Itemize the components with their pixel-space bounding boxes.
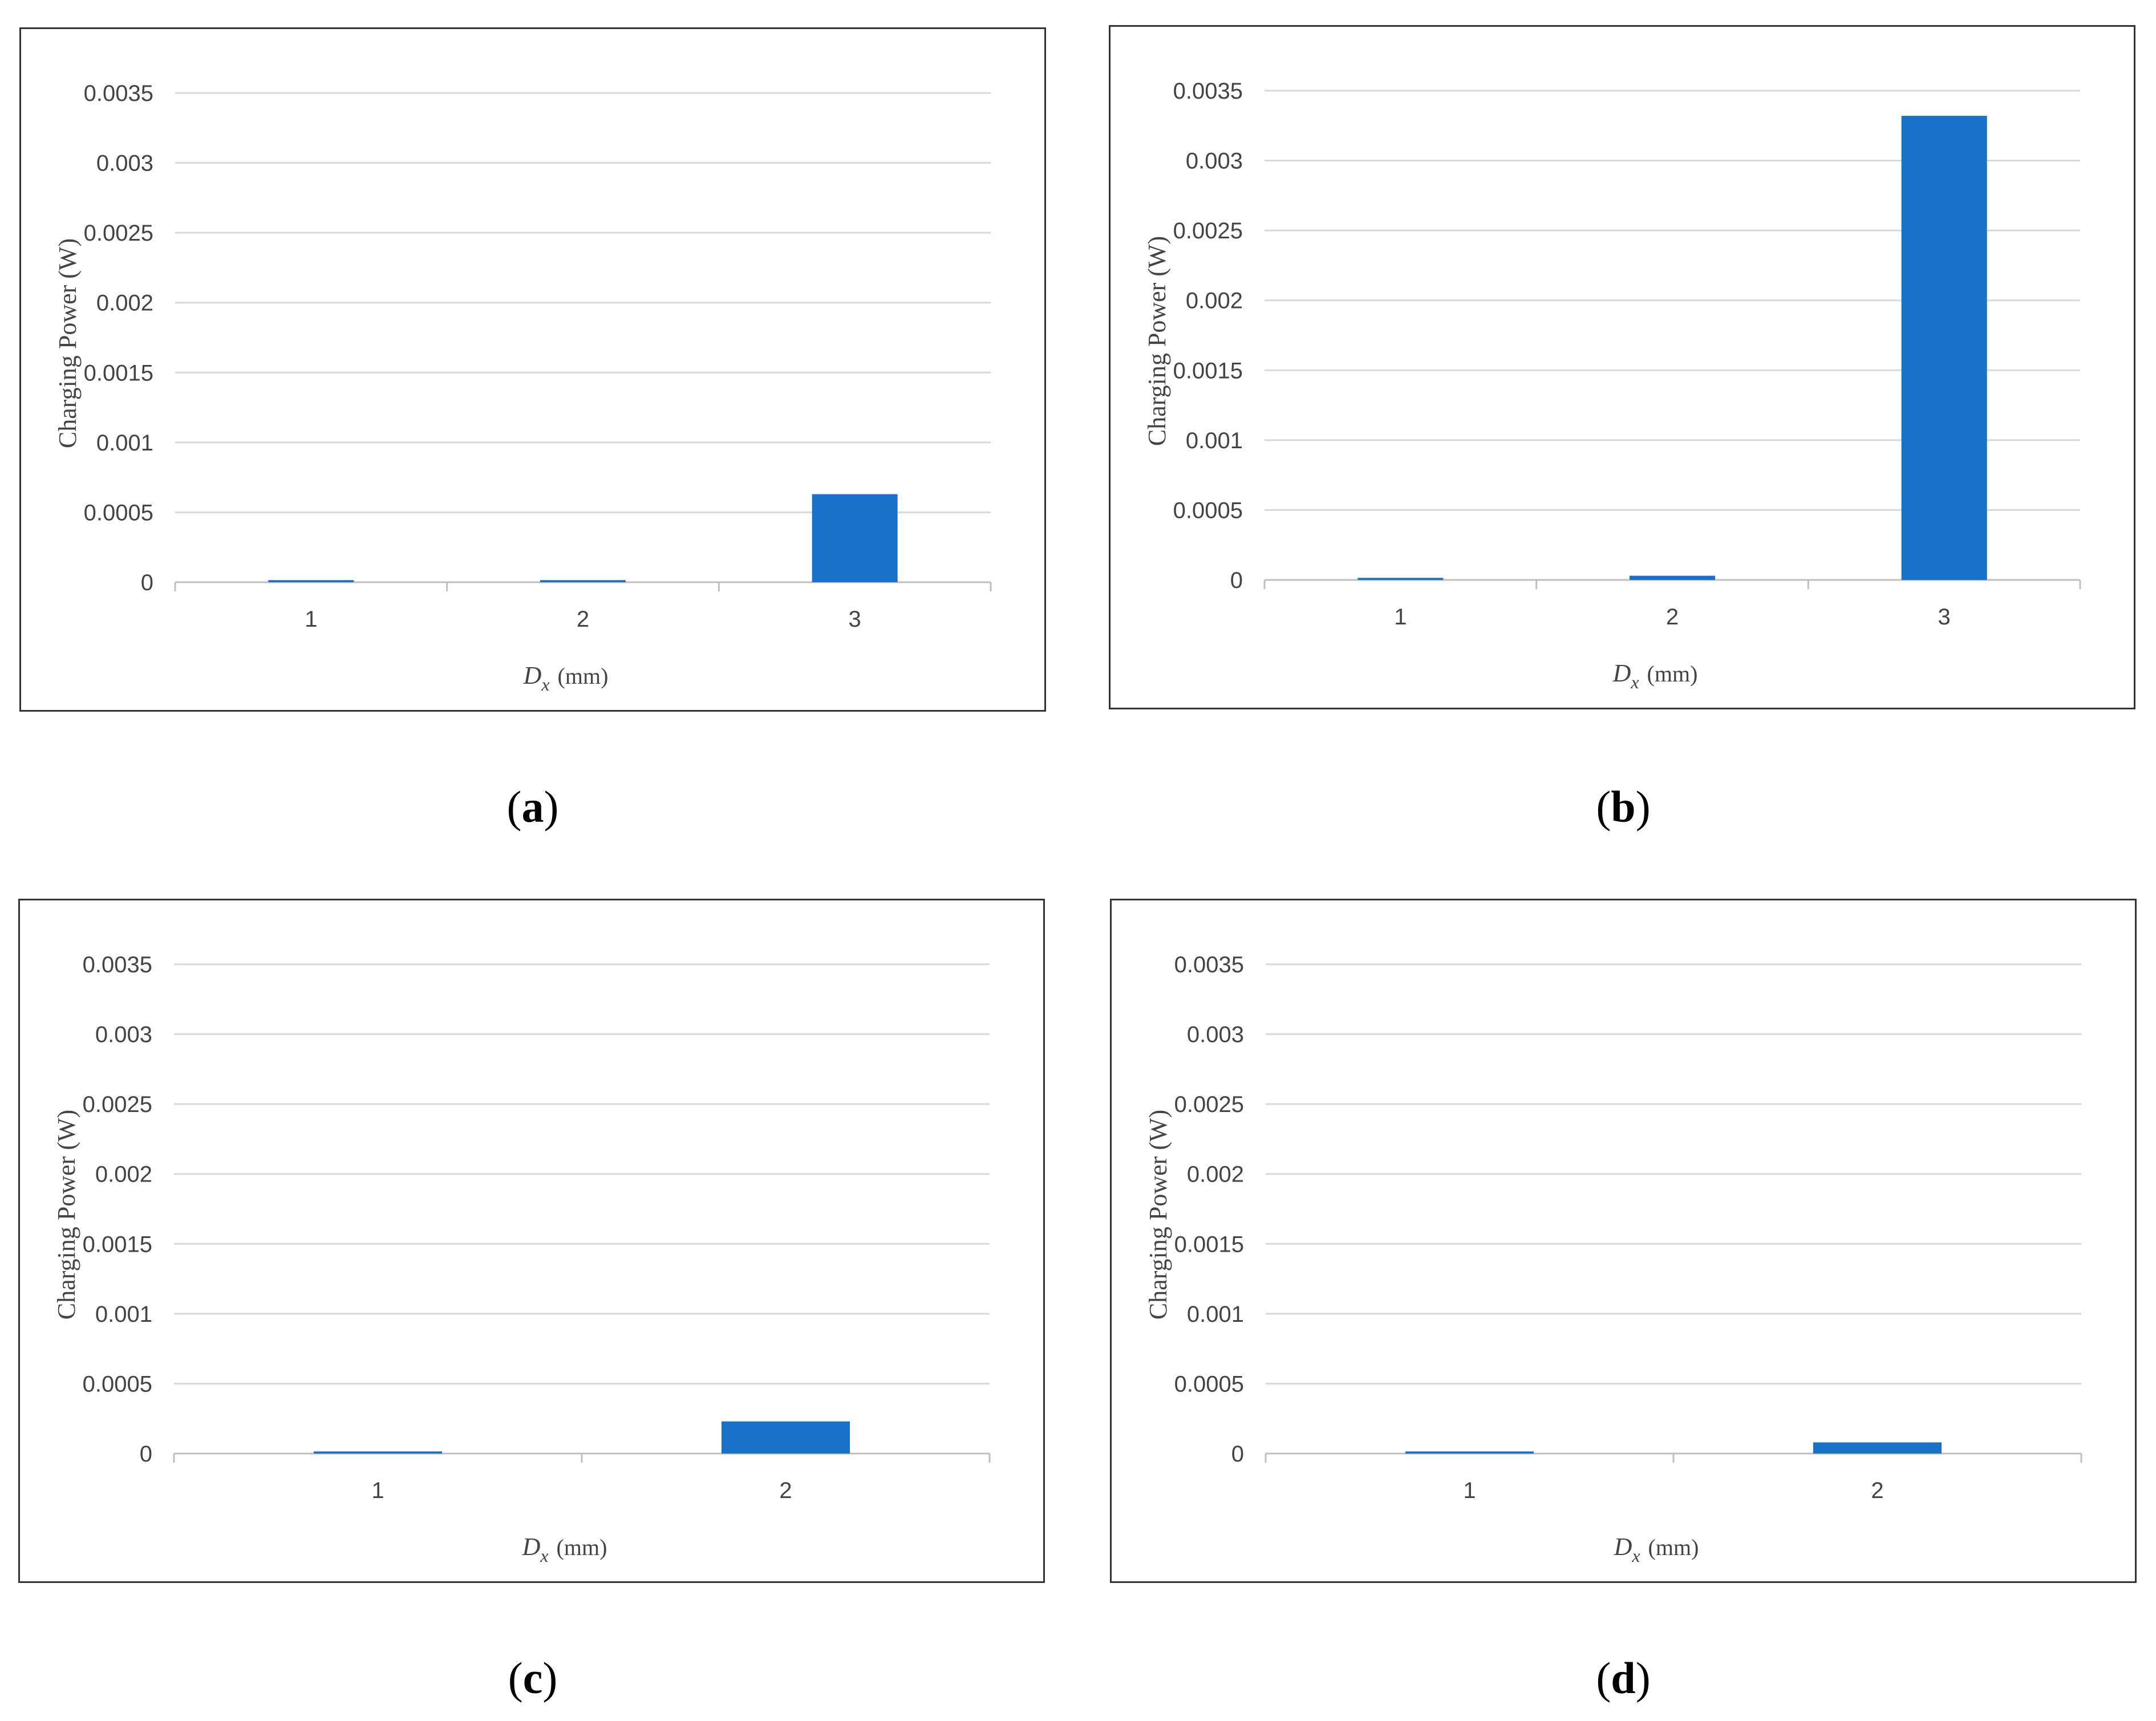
x-tick-label: 1 — [305, 607, 317, 632]
y-tick-label: 0.002 — [1186, 289, 1243, 314]
x-axis-label: Dx (mm) — [522, 1533, 607, 1566]
x-tick-label: 2 — [577, 607, 589, 632]
x-axis-label: Dx (mm) — [1612, 659, 1698, 692]
y-tick-label: 0.001 — [1187, 1302, 1244, 1327]
x-axis-label: Dx (mm) — [523, 661, 609, 695]
y-tick-label: 0.003 — [1187, 1022, 1244, 1048]
x-axis-label: Dx (mm) — [1614, 1533, 1699, 1566]
chart-c-svg: 0 0.0005 0.001 0.0015 0.002 0.0025 0.003 0.0035… — [52, 952, 991, 1566]
y-tick-label: 0.0035 — [1174, 952, 1244, 977]
y-tick-label: 0 — [1231, 1442, 1244, 1467]
y-tick-label: 0.0005 — [83, 1371, 152, 1397]
y-tick-label: 0.0015 — [1174, 1232, 1244, 1257]
chart-a-svg: 0 0.0005 0.001 0.0015 0.002 0.0025 0.003 0.0035… — [54, 81, 992, 695]
y-tick-label: 0.002 — [96, 291, 153, 316]
y-tick-label: 0 — [140, 1442, 152, 1467]
caption-a: (a) — [506, 782, 559, 831]
y-tick-label: 0.003 — [1186, 149, 1243, 174]
y-tick-label: 0 — [141, 570, 153, 595]
bar-2 — [722, 1421, 850, 1454]
y-axis-label: Charging Power (W) — [1143, 236, 1171, 446]
y-tick-label: 0.0035 — [1173, 79, 1243, 104]
bar-2 — [1813, 1442, 1942, 1454]
x-tick-label: 1 — [1394, 604, 1407, 630]
y-tick-label: 0.001 — [96, 431, 153, 456]
y-tick-label: 0.0015 — [1173, 358, 1243, 383]
y-tick-label: 0.002 — [1187, 1162, 1244, 1187]
chart-panel-b: 0 0.0005 0.001 0.0015 0.002 0.0025 0.003 0.0035… — [1109, 25, 2135, 709]
y-axis-label: Charging Power (W) — [1144, 1110, 1172, 1320]
bar-1 — [1405, 1451, 1534, 1454]
x-tick-label: 1 — [1463, 1478, 1476, 1503]
x-tick-label: 3 — [1938, 604, 1951, 630]
y-tick-label: 0.001 — [95, 1302, 152, 1327]
y-tick-label: 0.0025 — [83, 1092, 152, 1117]
bar-2 — [1630, 575, 1715, 580]
x-tick-label: 2 — [1666, 604, 1679, 630]
y-tick-label: 0.0005 — [1174, 1371, 1244, 1397]
x-tick-label: 2 — [1871, 1478, 1883, 1503]
y-tick-label: 0.0015 — [84, 360, 153, 385]
y-tick-label: 0.0035 — [84, 81, 153, 106]
y-tick-label: 0.003 — [96, 151, 153, 176]
bar-1 — [314, 1451, 442, 1454]
chart-d-svg: 0 0.0005 0.001 0.0015 0.002 0.0025 0.003 0.0035… — [1144, 952, 2082, 1566]
chart-panel-c: 0 0.0005 0.001 0.0015 0.002 0.0025 0.003 0.0035… — [18, 899, 1045, 1583]
caption-c: (c) — [508, 1653, 558, 1703]
caption-d: (d) — [1596, 1653, 1651, 1703]
chart-panel-a: 0 0.0005 0.001 0.0015 0.002 0.0025 0.003 0.0035… — [19, 27, 1046, 712]
y-tick-label: 0.0035 — [83, 952, 152, 977]
bar-3 — [1901, 116, 1987, 580]
x-tick-label: 2 — [779, 1478, 792, 1503]
y-tick-label: 0.0025 — [1174, 1092, 1244, 1117]
y-tick-label: 0 — [1230, 568, 1243, 593]
chart-panel-d: 0 0.0005 0.001 0.0015 0.002 0.0025 0.003 0.0035… — [1110, 899, 2137, 1583]
bar-3 — [812, 494, 898, 582]
bar-1 — [1357, 578, 1444, 580]
y-tick-label: 0.003 — [95, 1022, 152, 1048]
chart-b-svg: 0 0.0005 0.001 0.0015 0.002 0.0025 0.003 0.0035… — [1143, 79, 2081, 692]
y-tick-label: 0.0005 — [1173, 498, 1243, 523]
caption-b: (b) — [1596, 782, 1651, 831]
y-tick-label: 0.0025 — [1173, 218, 1243, 243]
y-tick-label: 0.0015 — [83, 1232, 152, 1257]
y-tick-label: 0.001 — [1186, 428, 1243, 453]
bar-2 — [540, 580, 626, 582]
y-tick-label: 0.0005 — [84, 500, 153, 525]
y-axis-label: Charging Power (W) — [52, 1110, 80, 1320]
y-axis-label: Charging Power (W) — [54, 238, 82, 448]
x-tick-label: 1 — [371, 1478, 384, 1503]
y-tick-label: 0.002 — [95, 1162, 152, 1187]
y-tick-label: 0.0025 — [84, 221, 153, 246]
bar-1 — [268, 580, 354, 582]
x-tick-label: 3 — [849, 607, 861, 632]
